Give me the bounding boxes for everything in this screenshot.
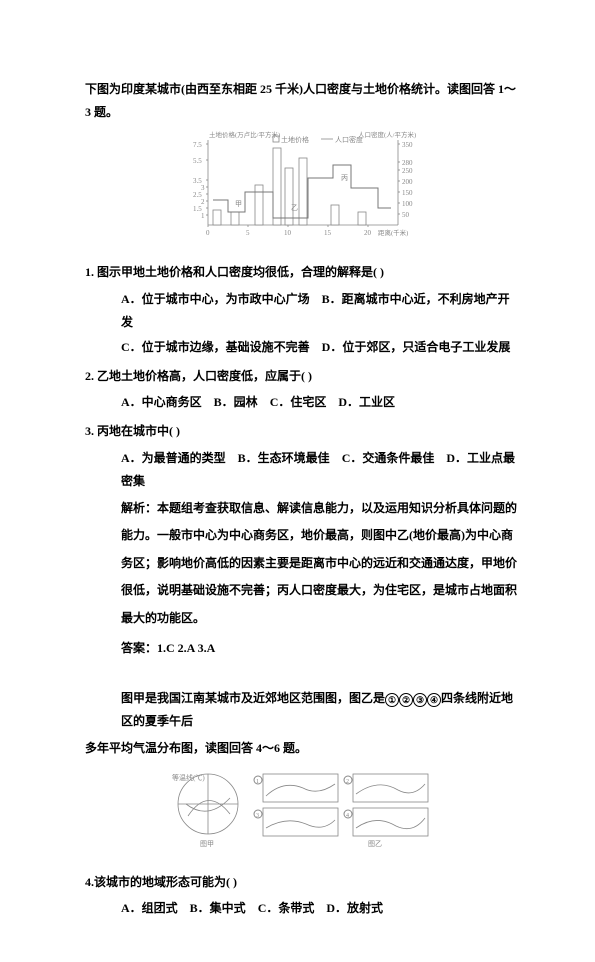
chart-1: 土地价格 人口密度 土地价格(万卢比/平方米) 人口密度(人/平方米) 7.55…	[173, 130, 433, 240]
svg-text:10: 10	[284, 229, 292, 237]
svg-text:丙: 丙	[341, 174, 348, 182]
q4-option-c: C．条带式	[258, 901, 315, 915]
q2-option-c: C．住宅区	[270, 395, 327, 409]
svg-text:1: 1	[201, 212, 205, 220]
circle-2-icon: ②	[399, 693, 413, 707]
question-1-stem: 1. 图示甲地土地价格和人口密度均很低，合理的解释是( )	[85, 261, 520, 284]
svg-text:5.5: 5.5	[193, 157, 202, 165]
q4-option-a: A．组团式	[121, 901, 178, 915]
question-3-options: A．为最普通的类型 B．生态环境最佳 C．交通条件最佳 D．工业点最密集	[85, 447, 520, 493]
question-4-stem: 4.该城市的地域形态可能为( )	[85, 871, 520, 894]
svg-text:土地价格: 土地价格	[281, 135, 309, 144]
q1-option-c: C．位于城市边缘，基础设施不完善	[121, 340, 310, 354]
svg-text:350: 350	[402, 141, 413, 149]
svg-text:7.5: 7.5	[193, 141, 202, 149]
svg-text:1: 1	[256, 779, 259, 785]
q3-option-b: B．生态环境最佳	[238, 451, 330, 465]
svg-text:图乙: 图乙	[368, 840, 382, 848]
svg-text:50: 50	[402, 211, 410, 219]
svg-text:人口密度(人/平方米): 人口密度(人/平方米)	[358, 130, 416, 139]
svg-text:0: 0	[206, 229, 210, 237]
chart-2-container: 等温线(℃) 图甲 图乙 1 2 3 4	[85, 766, 520, 859]
svg-text:4: 4	[346, 813, 349, 819]
q4-option-b: B．集中式	[190, 901, 246, 915]
question-4-options: A．组团式 B．集中式 C．条带式 D．放射式	[85, 897, 520, 920]
q1-option-d: D．位于郊区，只适合电子工业发展	[322, 340, 511, 354]
svg-text:2: 2	[346, 779, 349, 785]
question-1-options-2: C．位于城市边缘，基础设施不完善 D．位于郊区，只适合电子工业发展	[85, 336, 520, 359]
q2-option-a: A．中心商务区	[121, 395, 202, 409]
svg-text:100: 100	[402, 200, 413, 208]
intro2-part-a: 图甲是我国江南某城市及近郊地区范围图，图乙是	[121, 691, 385, 705]
answers-1to3: 答案：1.C 2.A 3.A	[85, 637, 520, 660]
svg-text:等温线(℃): 等温线(℃)	[172, 773, 205, 782]
q4-option-d: D．放射式	[326, 901, 383, 915]
svg-text:200: 200	[402, 178, 413, 186]
q3-option-c: C．交通条件最佳	[342, 451, 435, 465]
svg-text:3: 3	[256, 813, 259, 819]
svg-text:土地价格(万卢比/平方米): 土地价格(万卢比/平方米)	[209, 130, 280, 139]
intro-text-2: 图甲是我国江南某城市及近郊地区范围图，图乙是①②③④四条线附近地区的夏季午后	[85, 687, 520, 733]
chart-2: 等温线(℃) 图甲 图乙 1 2 3 4	[158, 766, 448, 851]
question-1-options: A．位于城市中心，为市政中心广场 B．距离城市中心近，不利房地产开发	[85, 288, 520, 334]
svg-text:20: 20	[364, 229, 372, 237]
intro-text-2b: 多年平均气温分布图，读图回答 4～6 题。	[85, 737, 520, 760]
svg-text:距离(千米): 距离(千米)	[378, 228, 408, 237]
q2-option-d: D．工业区	[338, 395, 395, 409]
svg-text:15: 15	[324, 229, 332, 237]
svg-text:5: 5	[246, 229, 250, 237]
svg-text:甲: 甲	[235, 200, 242, 208]
q3-option-a: A．为最普通的类型	[121, 451, 226, 465]
circle-4-icon: ④	[427, 693, 441, 707]
question-3-analysis: 解析：本题组考查获取信息、解读信息能力，以及运用知识分析具体问题的能力。一般市中…	[85, 495, 520, 633]
q2-option-b: B．园林	[214, 395, 258, 409]
circle-1-icon: ①	[385, 693, 399, 707]
question-2-options: A．中心商务区 B．园林 C．住宅区 D．工业区	[85, 391, 520, 414]
svg-text:图甲: 图甲	[200, 840, 214, 848]
svg-text:150: 150	[402, 189, 413, 197]
circle-3-icon: ③	[413, 693, 427, 707]
svg-text:250: 250	[402, 167, 413, 175]
svg-text:乙: 乙	[291, 204, 298, 212]
intro-text-1: 下图为印度某城市(由西至东相距 25 千米)人口密度与土地价格统计。读图回答 1…	[85, 78, 520, 124]
q1-option-a: A．位于城市中心，为市政中心广场	[121, 292, 310, 306]
svg-text:280: 280	[402, 159, 413, 167]
question-2-stem: 2. 乙地土地价格高，人口密度低，应属于( )	[85, 365, 520, 388]
question-3-stem: 3. 丙地在城市中( )	[85, 420, 520, 443]
chart-1-container: 土地价格 人口密度 土地价格(万卢比/平方米) 人口密度(人/平方米) 7.55…	[85, 130, 520, 248]
